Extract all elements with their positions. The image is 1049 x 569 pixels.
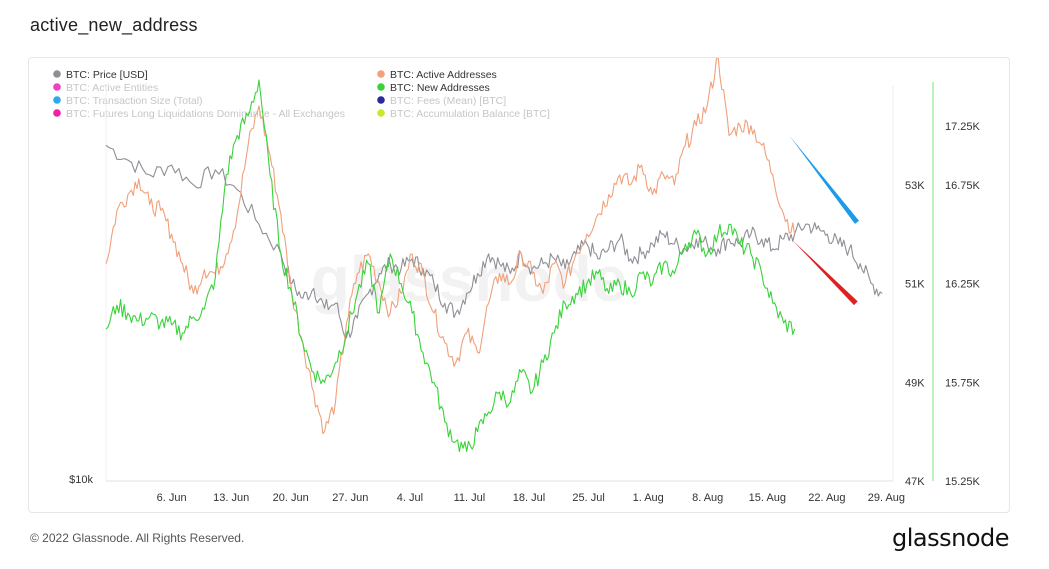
x-tick-label: 18. Jul: [513, 492, 545, 504]
legend: BTC: Price [USD] BTC: Active AddressesBTC…: [53, 69, 550, 120]
chart: BTC: Price [USD] BTC: Active AddressesBTC…: [53, 58, 981, 504]
legend-label: BTC: Futures Long Liquidations Dominance…: [66, 108, 345, 120]
legend-label: BTC: Transaction Size (Total): [66, 95, 203, 107]
x-tick-label: 20. Jun: [273, 492, 309, 504]
legend-swatch: [377, 70, 385, 78]
legend-label: BTC: Price [USD]: [66, 69, 148, 81]
legend-swatch: [53, 109, 61, 117]
plot-area: [105, 58, 934, 482]
page-title: active_new_address: [30, 15, 198, 35]
x-tick-label: 1. Aug: [633, 492, 664, 504]
series-line-new-addresses: [105, 79, 796, 453]
legend-label: BTC: Fees (Mean) [BTC]: [390, 95, 506, 107]
x-tick-label: 13. Jun: [213, 492, 249, 504]
price-tick-label: 47K: [905, 476, 925, 488]
x-tick-label: 27. Jun: [332, 492, 368, 504]
legend-swatch: [377, 83, 385, 91]
red-trend-arrow: [792, 240, 858, 306]
legend-swatch: [377, 96, 385, 104]
address-tick-label: 15.25K: [945, 476, 981, 488]
x-tick-label: 25. Jul: [572, 492, 604, 504]
price-tick-label: 53K: [905, 180, 925, 192]
legend-label: BTC: Active Addresses: [390, 69, 497, 81]
x-tick-label: 8. Aug: [692, 492, 723, 504]
legend-item[interactable]: BTC: Accumulation Balance [BTC]: [377, 108, 550, 120]
address-tick-label: 16.75K: [945, 180, 981, 192]
legend-label: BTC: New Addresses: [390, 82, 490, 94]
left-axis-label: $10k: [69, 474, 93, 486]
legend-item[interactable]: BTC: Futures Long Liquidations Dominance…: [53, 108, 345, 120]
legend-swatch: [53, 96, 61, 104]
brand-logo: glassnode: [891, 524, 1010, 552]
x-tick-label: 11. Jul: [454, 492, 486, 504]
address-axis: 17.25K 16.75K 16.25K 15.75K 15.25K: [945, 121, 981, 488]
legend-item[interactable]: BTC: Price [USD]: [53, 69, 148, 81]
copyright: © 2022 Glassnode. All Rights Reserved.: [30, 531, 245, 545]
legend-label: BTC: Accumulation Balance [BTC]: [390, 108, 550, 120]
legend-item[interactable]: BTC: Transaction Size (Total): [53, 95, 203, 107]
x-tick-label: 15. Aug: [749, 492, 786, 504]
legend-item[interactable]: BTC: Active Entities: [53, 82, 158, 94]
legend-item[interactable]: BTC: Active Addresses: [377, 69, 497, 81]
x-tick-label: 6. Jun: [157, 492, 187, 504]
legend-swatch: [53, 70, 61, 78]
x-tick-label: 29. Aug: [868, 492, 905, 504]
blue-trend-arrow: [789, 135, 859, 224]
series-line-active-addresses: [105, 58, 796, 435]
address-tick-label: 17.25K: [945, 121, 981, 133]
legend-swatch: [377, 109, 385, 117]
address-tick-label: 16.25K: [945, 279, 981, 291]
price-tick-label: 49K: [905, 377, 925, 389]
price-axis: 53K 51K 49K 47K: [905, 180, 925, 488]
legend-label: BTC: Active Entities: [66, 82, 158, 94]
x-axis: 6. Jun 13. Jun 20. Jun 27. Jun 4. Jul 11. Jul…: [69, 474, 905, 504]
x-tick-label: 4. Jul: [397, 492, 423, 504]
address-tick-label: 15.75K: [945, 377, 981, 389]
legend-swatch: [53, 83, 61, 91]
x-tick-label: 22. Aug: [808, 492, 845, 504]
legend-item[interactable]: BTC: Fees (Mean) [BTC]: [377, 95, 506, 107]
legend-item[interactable]: BTC: New Addresses: [377, 82, 490, 94]
series-line-price: [105, 144, 883, 339]
price-tick-label: 51K: [905, 279, 925, 291]
chart-panel: BTC: Price [USD] BTC: Active Addresses BTC…: [28, 57, 1010, 513]
